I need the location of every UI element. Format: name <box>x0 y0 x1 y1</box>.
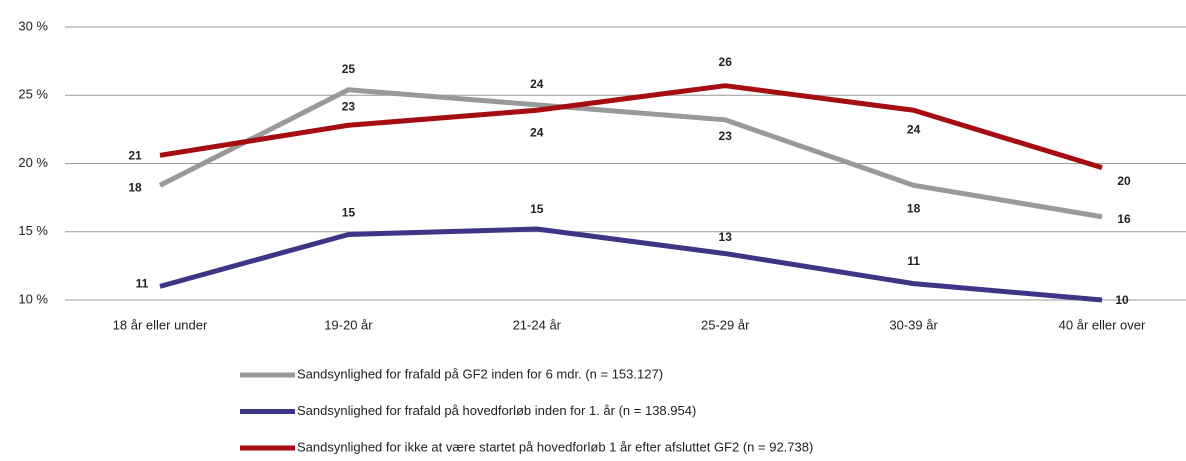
y-tick-label: 15 % <box>18 223 48 238</box>
legend-label: Sandsynlighed for ikke at være startet p… <box>297 439 813 454</box>
x-tick-label: 19-20 år <box>324 317 373 332</box>
legend-label: Sandsynlighed for frafald på GF2 inden f… <box>297 366 663 381</box>
data-label: 15 <box>530 202 544 216</box>
data-label: 26 <box>719 55 733 69</box>
data-label: 24 <box>907 122 921 136</box>
y-tick-label: 20 % <box>18 155 48 170</box>
data-label: 13 <box>719 230 733 244</box>
data-label: 21 <box>128 148 142 162</box>
data-label: 25 <box>342 62 356 76</box>
x-tick-label: 25-29 år <box>701 317 750 332</box>
series-line <box>159 226 1103 303</box>
series-line <box>159 83 1103 170</box>
data-label: 11 <box>907 254 920 268</box>
data-label: 11 <box>136 277 149 291</box>
data-label: 23 <box>719 129 733 143</box>
x-tick-label: 18 år eller under <box>113 317 208 332</box>
data-label: 20 <box>1117 174 1131 188</box>
data-label: 24 <box>530 77 544 91</box>
data-label: 15 <box>342 206 356 220</box>
x-tick-label: 40 år eller over <box>1059 317 1146 332</box>
series-line <box>158 87 1103 220</box>
y-tick-label: 10 % <box>18 291 48 306</box>
x-tick-label: 21-24 år <box>513 317 562 332</box>
data-label: 24 <box>530 125 544 139</box>
data-label: 10 <box>1115 293 1129 307</box>
data-label: 18 <box>907 202 921 216</box>
y-tick-label: 25 % <box>18 87 48 102</box>
data-label: 16 <box>1117 212 1131 226</box>
data-label: 23 <box>342 99 356 113</box>
x-tick-label: 30-39 år <box>889 317 938 332</box>
data-label: 18 <box>128 181 142 195</box>
legend-label: Sandsynlighed for frafald på hovedforløb… <box>297 403 696 418</box>
y-tick-label: 30 % <box>18 18 48 33</box>
